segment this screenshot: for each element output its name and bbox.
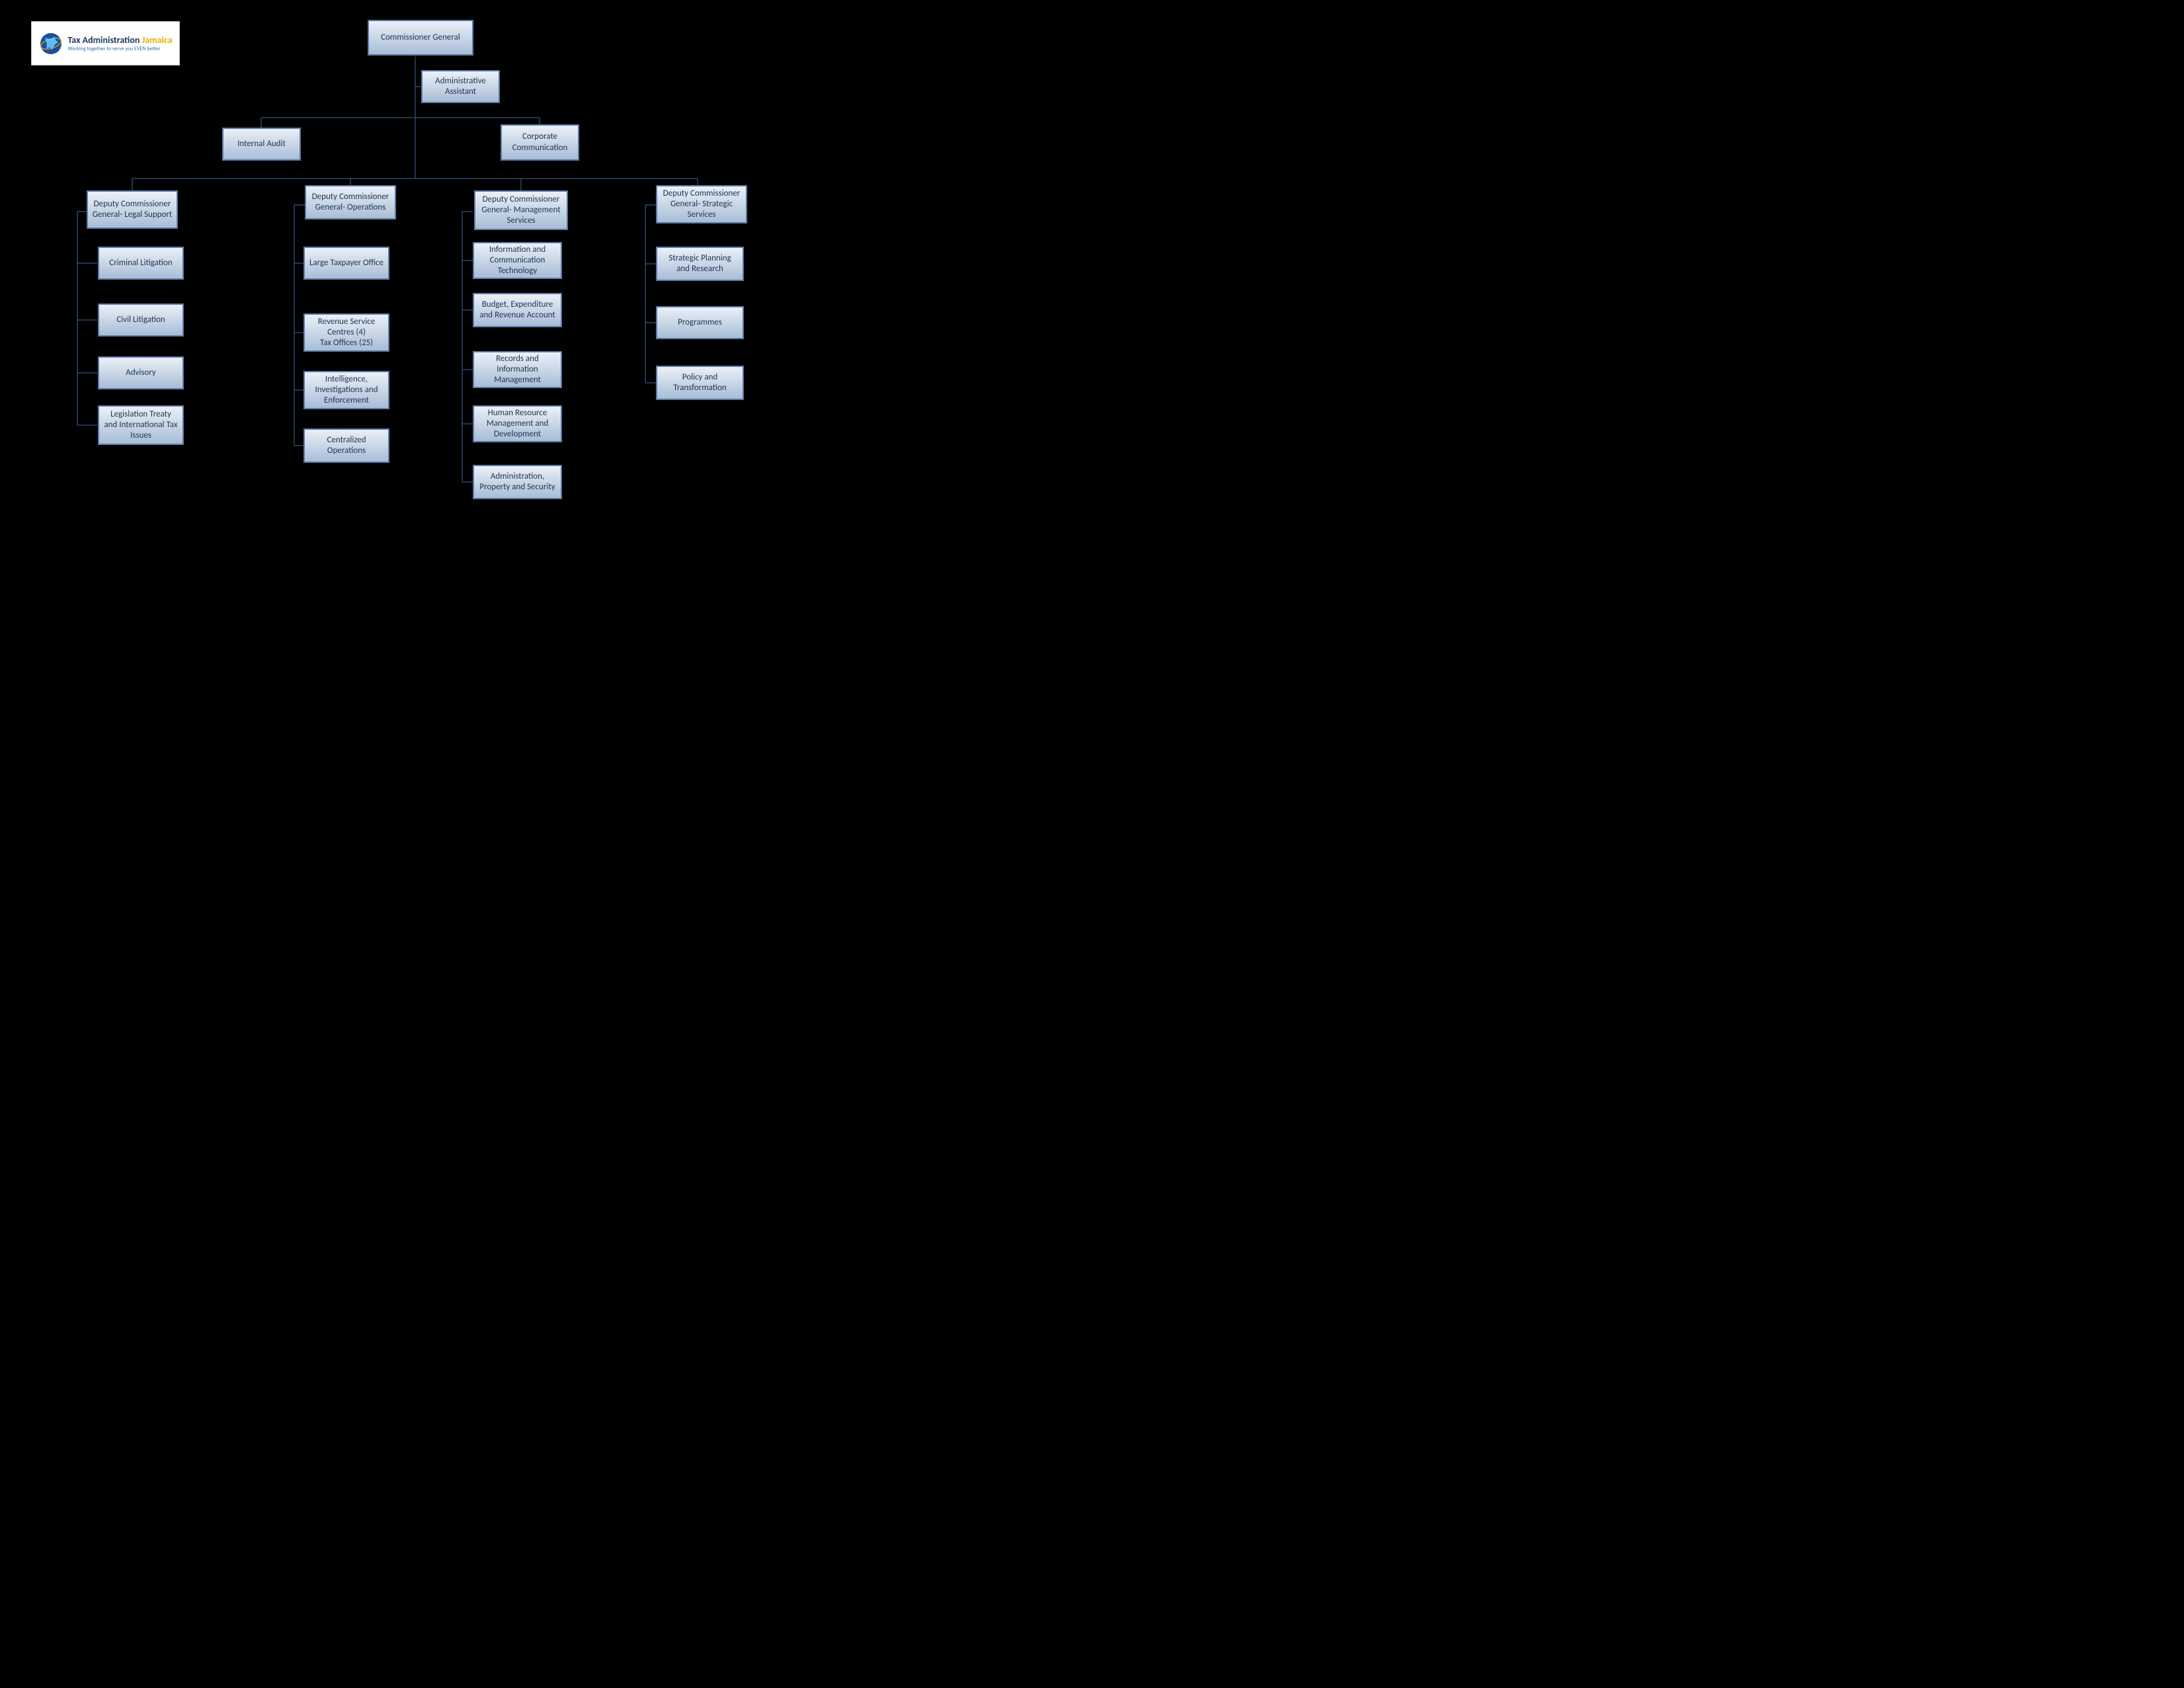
node-label: Large Taxpayer Office — [309, 258, 384, 268]
node-commissioner-general: Commissioner General — [368, 20, 473, 56]
node-internal-audit: Internal Audit — [222, 128, 301, 161]
logo-line2: Working together to serve you EVEN bette… — [67, 46, 172, 52]
org-chart-canvas: Tax Administration Jamaica Working toget… — [0, 0, 854, 660]
node-advisory: Advisory — [98, 356, 184, 389]
logo-box: Tax Administration Jamaica Working toget… — [31, 21, 180, 65]
node-label: Budget, Expenditure and Revenue Account — [478, 300, 557, 321]
node-label: Deputy Commissioner General- Management … — [479, 194, 563, 227]
node-label: Records and Information Management — [478, 354, 557, 386]
node-label: Criminal Litigation — [103, 258, 179, 268]
node-large-taxpayer-office: Large Taxpayer Office — [303, 247, 389, 280]
node-label: Commissioner General — [373, 32, 468, 43]
node-label: Internal Audit — [227, 139, 296, 149]
node-centralized-operations: Centralized Operations — [303, 428, 389, 463]
node-revenue-service-centres: Revenue Service Centres (4)Tax Offices (… — [303, 313, 389, 352]
node-intelligence-investigations: Intelligence, Investigations and Enforce… — [303, 371, 389, 409]
node-label: Programmes — [661, 317, 739, 328]
node-label: Human Resource Management and Developmen… — [478, 408, 557, 440]
node-info-comm-technology: Information and Communication Technology — [473, 242, 562, 279]
logo-text: Tax Administration Jamaica Working toget… — [67, 34, 172, 52]
node-label: Deputy Commissioner General- Operations — [310, 192, 391, 214]
node-label: Corporate Communication — [506, 132, 574, 153]
node-criminal-litigation: Criminal Litigation — [98, 247, 184, 280]
node-label: Policy and Transformation — [661, 372, 739, 394]
node-label: Intelligence, Investigations and Enforce… — [309, 374, 384, 407]
node-label: Administration, Property and Security — [478, 471, 557, 493]
node-civil-litigation: Civil Litigation — [98, 303, 184, 337]
node-label: Revenue Service Centres (4)Tax Offices (… — [309, 317, 384, 349]
node-label: Administrative Assistant — [426, 76, 495, 98]
node-budget-expenditure: Budget, Expenditure and Revenue Account — [473, 293, 562, 327]
logo-line1b: Jamaica — [142, 34, 173, 46]
node-records-info-management: Records and Information Management — [473, 351, 562, 388]
node-label: Advisory — [103, 368, 179, 378]
node-dcg-operations: Deputy Commissioner General- Operations — [305, 185, 396, 220]
node-label: Centralized Operations — [309, 435, 384, 457]
node-policy-transformation: Policy and Transformation — [656, 366, 744, 400]
node-dcg-legal-support: Deputy Commissioner General- Legal Suppo… — [87, 190, 178, 229]
node-label: Legislation Treaty and International Tax… — [103, 409, 179, 442]
node-label: Civil Litigation — [103, 315, 179, 325]
node-label: Deputy Commissioner General- Legal Suppo… — [92, 199, 173, 221]
node-dcg-management-services: Deputy Commissioner General- Management … — [474, 190, 568, 230]
node-label: Strategic Planning and Research — [661, 253, 739, 275]
node-dcg-strategic-services: Deputy Commissioner General- Strategic S… — [656, 185, 747, 223]
node-administrative-assistant: Administrative Assistant — [421, 70, 500, 103]
node-hr-management-dev: Human Resource Management and Developmen… — [473, 405, 562, 442]
node-corporate-communication: Corporate Communication — [501, 124, 579, 161]
node-admin-property-security: Administration, Property and Security — [473, 465, 562, 499]
node-label: Deputy Commissioner General- Strategic S… — [661, 188, 742, 221]
node-legislation-treaty: Legislation Treaty and International Tax… — [98, 405, 184, 445]
node-strategic-planning-research: Strategic Planning and Research — [656, 247, 744, 281]
globe-icon — [38, 31, 63, 56]
logo-line1a: Tax Administration — [67, 34, 142, 46]
node-programmes: Programmes — [656, 306, 744, 339]
node-label: Information and Communication Technology — [478, 245, 557, 277]
